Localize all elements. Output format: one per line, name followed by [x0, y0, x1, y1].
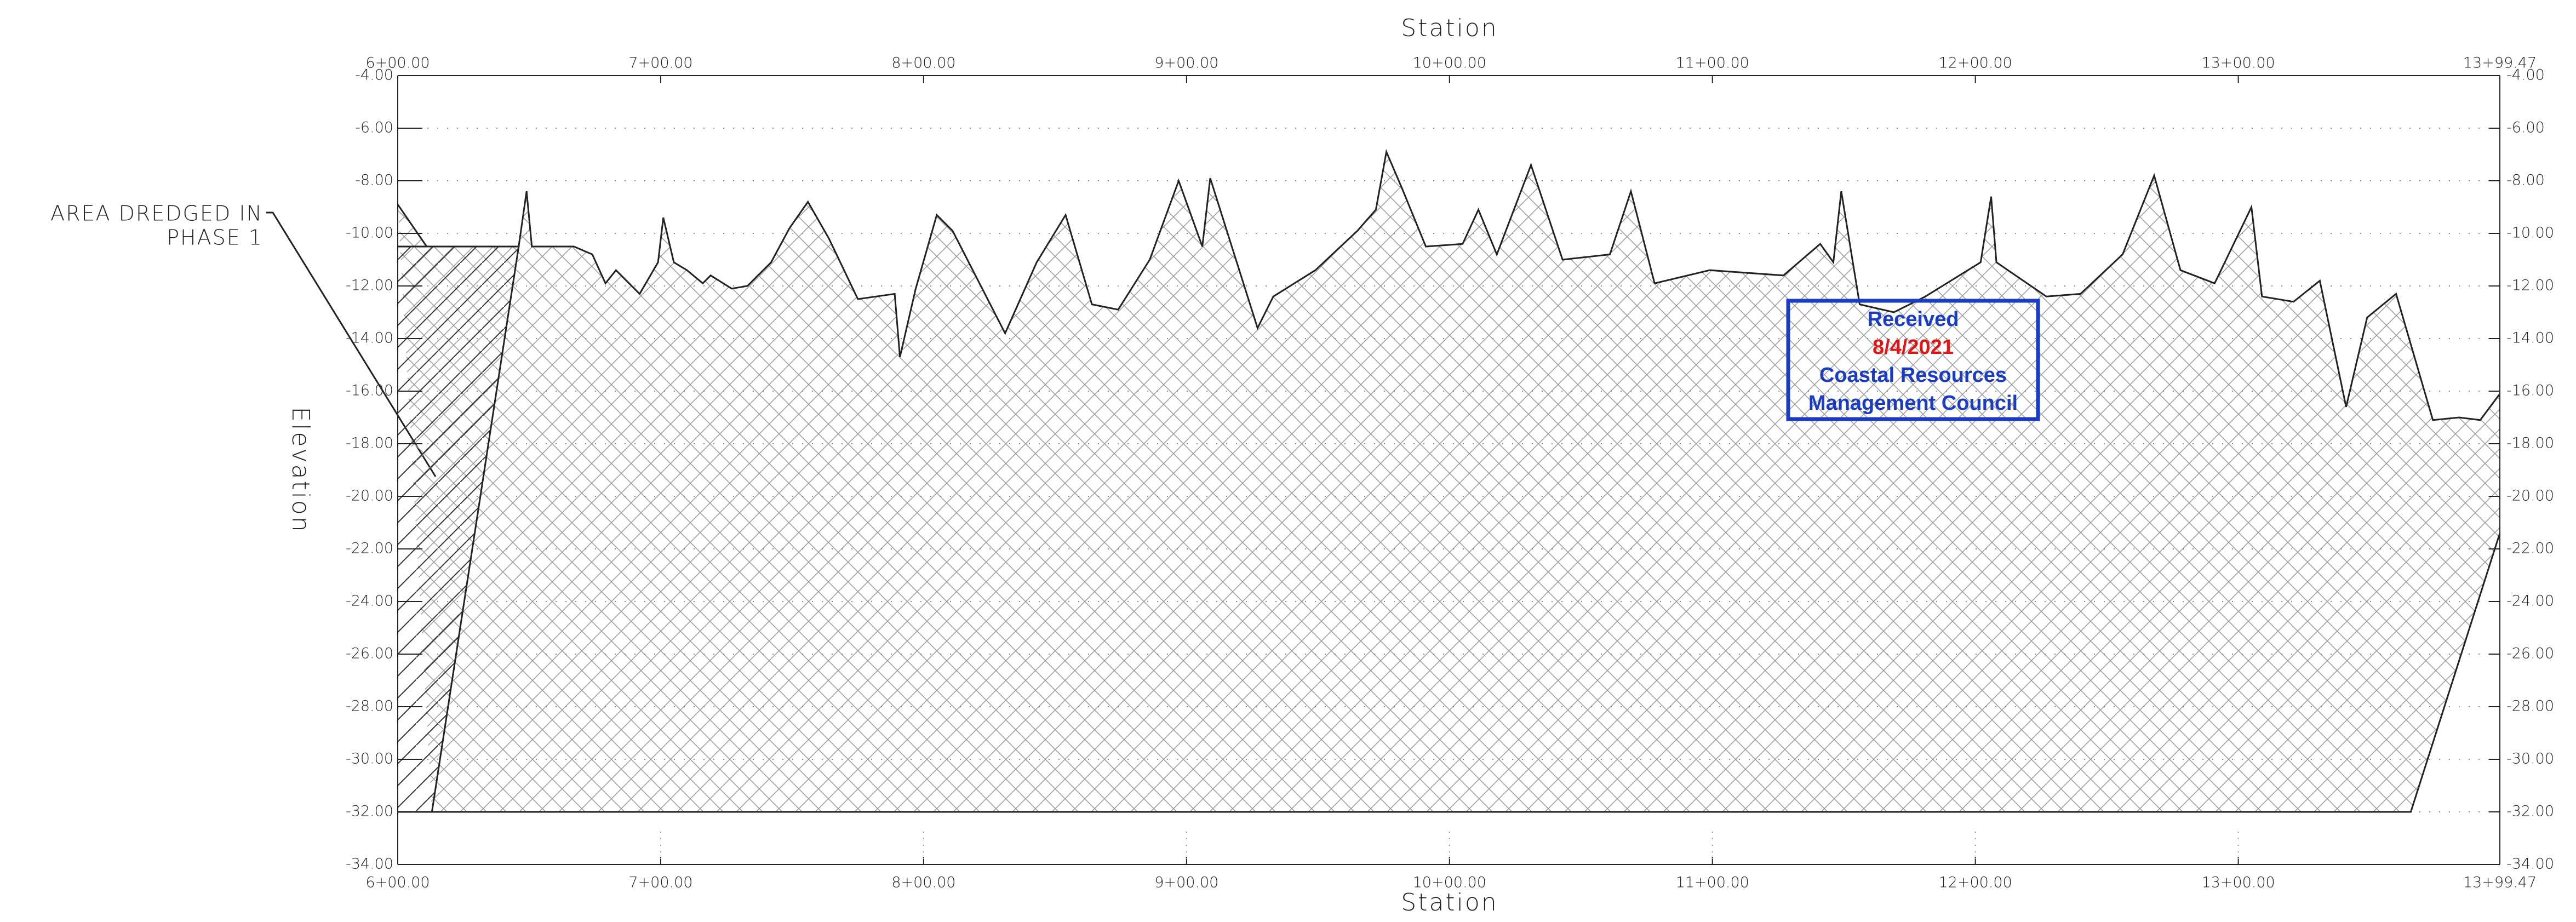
y-tick-label: -24.00	[346, 593, 393, 610]
y-tick-label: -28.00	[2506, 698, 2554, 715]
x-tick-label: 13+99.47	[2463, 55, 2537, 72]
y-tick-label: -12.00	[346, 277, 393, 294]
y-tick-label: -14.00	[2506, 330, 2554, 347]
y-tick-label: -24.00	[2506, 593, 2554, 610]
x-tick-label: 6+00.00	[365, 874, 430, 891]
profile-line	[432, 532, 2501, 813]
profile-fill	[398, 152, 2500, 812]
x-tick-label: 8+00.00	[891, 55, 955, 72]
y-tick-label: -8.00	[2506, 172, 2545, 189]
x-axis-title: Station	[1401, 889, 1498, 917]
y-tick-label: -34.00	[346, 856, 393, 873]
y-tick-label: -8.00	[355, 172, 393, 189]
x-tick-label: 9+00.00	[1154, 55, 1218, 72]
y-tick-label: -26.00	[2506, 645, 2554, 662]
x-tick-label: 8+00.00	[891, 874, 955, 891]
y-tick-label: -16.00	[346, 382, 393, 399]
y-tick-label: -20.00	[346, 488, 393, 505]
y-tick-label: -28.00	[346, 698, 393, 715]
x-tick-label: 13+99.47	[2463, 874, 2537, 891]
y-tick-label: -22.00	[346, 540, 393, 557]
annotation: PHASE 1	[167, 226, 263, 250]
stamp-box	[1786, 299, 2040, 421]
x-tick-label: 11+00.00	[1676, 874, 1749, 891]
y-tick-label: -18.00	[346, 435, 393, 452]
stamp-date: 8/4/2021	[1873, 336, 1954, 359]
x-tick-label: 13+00.00	[2201, 55, 2275, 72]
x-axis-title: Station	[1401, 14, 1498, 42]
stamp-text: Management Council	[1808, 392, 2018, 415]
y-tick-label: -22.00	[2506, 540, 2554, 557]
y-tick-label: -4.00	[2506, 67, 2545, 84]
y-axis-title: Elevation	[287, 406, 314, 533]
y-tick-label: -10.00	[2506, 225, 2554, 242]
y-tick-label: -16.00	[2506, 382, 2554, 399]
x-tick-label: 12+00.00	[1939, 55, 2012, 72]
profile-line	[397, 149, 2501, 421]
y-tick-label: -30.00	[346, 751, 393, 768]
x-tick-label: 7+00.00	[628, 874, 692, 891]
profile-line	[398, 245, 520, 813]
x-tick-label: 7+00.00	[628, 55, 692, 72]
y-tick-label: -32.00	[346, 803, 393, 820]
annotation: AREA DREDGED IN	[50, 202, 263, 226]
y-tick-label: -10.00	[346, 225, 393, 242]
x-tick-label: 12+00.00	[1939, 874, 2012, 891]
stamp-text: Coastal Resources	[1819, 364, 2007, 387]
y-tick-label: -6.00	[355, 119, 393, 136]
x-tick-label: 10+00.00	[1413, 55, 1486, 72]
x-tick-label: 11+00.00	[1676, 55, 1749, 72]
stamp: Received 8/4/2021 Coastal Resources Mana…	[1786, 299, 2040, 421]
stamp-text: Received	[1868, 308, 1959, 331]
phase1-fill	[398, 247, 519, 812]
x-tick-label: 13+00.00	[2201, 874, 2275, 891]
y-tick-label: -6.00	[2506, 119, 2545, 136]
x-tick-label: 6+00.00	[365, 55, 430, 72]
y-tick-label: -34.00	[2506, 856, 2554, 873]
y-tick-label: -18.00	[2506, 435, 2554, 452]
y-tick-label: -30.00	[2506, 751, 2554, 768]
y-tick-label: -14.00	[346, 330, 393, 347]
y-tick-label: -4.00	[355, 67, 393, 84]
y-tick-label: -26.00	[346, 645, 393, 662]
x-tick-label: 10+00.00	[1413, 874, 1486, 891]
y-tick-label: -12.00	[2506, 277, 2554, 294]
leader-line	[266, 211, 437, 477]
x-tick-label: 9+00.00	[1154, 874, 1218, 891]
y-tick-label: -32.00	[2506, 803, 2554, 820]
y-tick-label: -20.00	[2506, 488, 2554, 505]
